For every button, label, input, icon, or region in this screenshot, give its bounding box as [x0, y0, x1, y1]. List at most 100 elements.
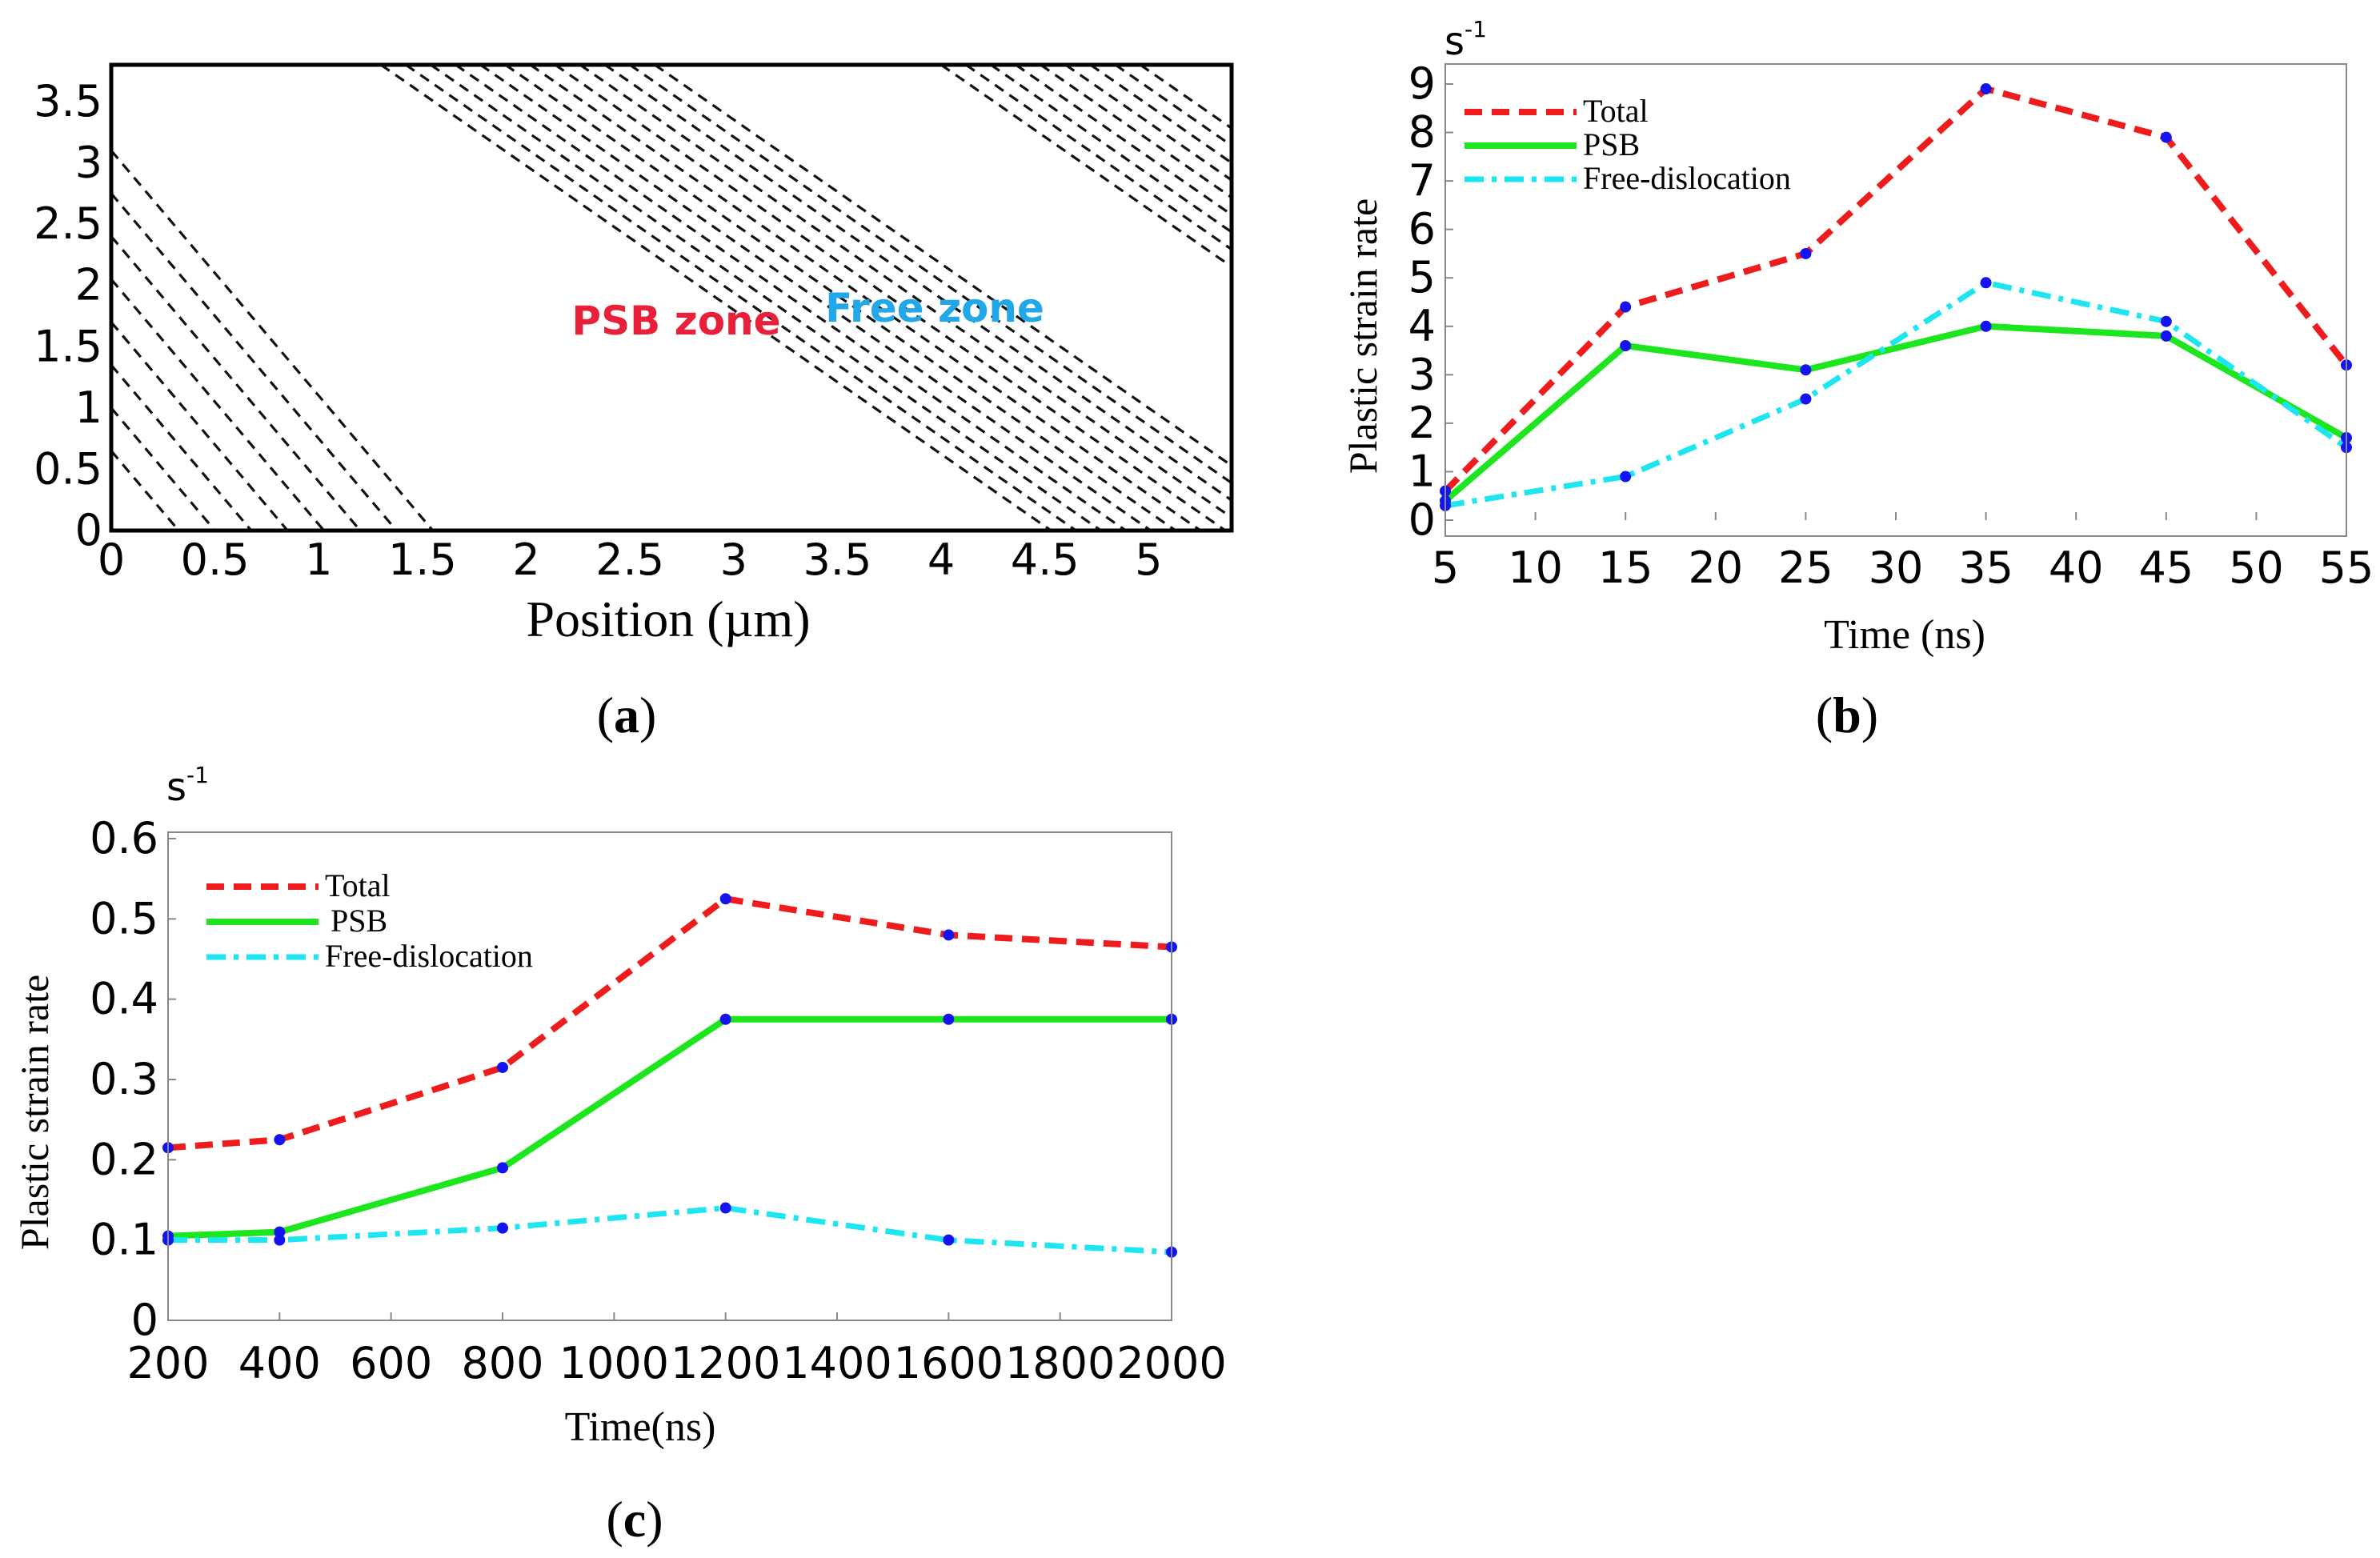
- data-point-free-dislocation: [943, 1234, 955, 1246]
- y-tick-label: 2: [1408, 398, 1436, 448]
- y-tick-label: 0: [1408, 495, 1436, 545]
- x-tick-label: 400: [238, 1338, 321, 1388]
- data-point-total: [1620, 301, 1632, 313]
- dislocation-line: [654, 65, 1232, 467]
- dislocation-line: [604, 65, 1232, 503]
- psb-zone-label: PSB zone: [571, 298, 780, 344]
- panel-a-y-ticks: 0 0.5 1 1.5 2 2.5 3 3.5: [34, 76, 102, 555]
- data-point-total: [1800, 247, 1812, 259]
- panel-c-y-ticks: 0 0.1 0.2 0.3 0.4 0.5 0.6: [90, 813, 158, 1345]
- dislocation-line: [111, 407, 216, 531]
- data-point-total: [497, 1061, 508, 1073]
- data-point-psb: [1980, 320, 1992, 332]
- dislocation-line: [380, 65, 1052, 531]
- x-tick-label: 4.5: [1011, 535, 1080, 585]
- y-tick-label: 3: [75, 138, 102, 188]
- y-tick-label: 8: [1408, 107, 1436, 158]
- y-tick-label: 0.5: [34, 443, 102, 494]
- data-point-psb: [719, 1013, 731, 1025]
- x-tick-label: 45: [2138, 543, 2194, 593]
- y-tick-label: 0.6: [90, 813, 158, 863]
- x-tick-label: 15: [1598, 543, 1653, 593]
- dislocation-line: [579, 65, 1232, 519]
- series-line-psb: [167, 1015, 1172, 1240]
- x-tick-label: 1: [305, 535, 332, 585]
- y-tick-label: 0.2: [90, 1134, 158, 1184]
- panel-c-chart: 200 400 600 800 1000 1200 1400 1600 1800 2000 0 0.…: [12, 762, 1227, 1548]
- panel-c-x-ticks: 200 400 600 800 1000 1200 1400 1600 1800 2000: [126, 1338, 1226, 1388]
- x-tick-label: 50: [2229, 543, 2284, 593]
- panel-b-frame: [1444, 63, 2347, 537]
- x-tick-label: 200: [126, 1338, 209, 1388]
- panel-b-series: [1440, 83, 2352, 511]
- x-tick-label: 600: [350, 1338, 432, 1388]
- panel-c-caption: (c): [606, 1491, 663, 1548]
- y-tick-label: 6: [1408, 204, 1436, 254]
- panel-a-x-axis-label: Position (µm): [526, 591, 810, 647]
- x-tick-label: 1400: [782, 1338, 891, 1388]
- panel-b-x-ticks: 5 10 15 20 25 30 35 40 45 50 55: [1432, 543, 2374, 593]
- data-point-total: [719, 893, 731, 905]
- y-tick-label: 9: [1408, 58, 1436, 109]
- x-tick-label: 0.5: [181, 535, 250, 585]
- x-tick-label: 0: [98, 535, 125, 585]
- panel-b-ticks-marks: [1444, 83, 2347, 521]
- panel-b-unit-label: s-1: [1444, 16, 1487, 64]
- y-tick-label: 0.4: [90, 974, 158, 1024]
- data-point-free-dislocation: [2160, 315, 2172, 327]
- x-tick-label: 30: [1869, 543, 1924, 593]
- x-tick-label: 1.5: [388, 535, 457, 585]
- legend-label-psb: PSB: [331, 903, 387, 939]
- y-tick-label: 1.5: [34, 321, 102, 371]
- x-tick-label: 5: [1432, 543, 1459, 593]
- dislocation-line: [405, 65, 1077, 531]
- y-tick-label: 0.1: [90, 1215, 158, 1265]
- x-tick-label: 3: [720, 535, 747, 585]
- series-line-total: [1443, 86, 2350, 494]
- legend-label-total: Total: [1583, 93, 1649, 129]
- data-point-free-dislocation: [1800, 393, 1812, 405]
- panel-b-y-axis-label: Plastic strain rate: [1340, 198, 1385, 474]
- y-tick-label: 0.5: [90, 893, 158, 943]
- data-point-psb: [1800, 364, 1812, 376]
- panel-c-unit-label: s-1: [166, 762, 209, 810]
- dislocation-line: [111, 150, 435, 531]
- panel-b-x-axis-label: Time (ns): [1824, 612, 1985, 658]
- panel-a-caption: (a): [597, 687, 657, 743]
- data-point-total: [1980, 83, 1992, 95]
- data-point-psb: [1620, 340, 1632, 351]
- x-tick-label: 35: [1958, 543, 2013, 593]
- y-tick-label: 3.5: [34, 76, 102, 126]
- dislocation-line: [990, 65, 1232, 234]
- data-point-total: [2160, 131, 2172, 143]
- series-line-free-dislocation: [1444, 279, 2349, 509]
- dislocation-line: [111, 450, 180, 531]
- panel-c-ticks-marks: [167, 838, 1172, 1321]
- x-tick-label: 4: [928, 535, 955, 585]
- dislocation-line: [554, 65, 1227, 531]
- data-point-total: [943, 929, 955, 941]
- x-tick-label: 1200: [671, 1338, 780, 1388]
- panel-a-x-ticks: 0 0.5 1 1.5 2 2.5 3 3.5 4 4.5 5: [98, 535, 1163, 585]
- panel-c-x-axis-label: Time(ns): [565, 1404, 716, 1450]
- panel-c-series: [162, 893, 1177, 1258]
- dislocation-line: [529, 65, 1202, 531]
- dislocation-line: [111, 278, 325, 531]
- x-tick-label: 1000: [559, 1338, 669, 1388]
- dislocation-line: [111, 235, 362, 531]
- dislocation-line: [965, 65, 1232, 251]
- y-tick-label: 2.5: [34, 198, 102, 249]
- panel-b-caption: (b): [1816, 687, 1878, 743]
- legend-label-psb: PSB: [1583, 126, 1640, 162]
- legend-label-free-dislocation: Free-dislocation: [325, 938, 533, 974]
- y-tick-label: 4: [1408, 301, 1436, 351]
- panel-c-y-axis-label: Plastic strain rate: [12, 975, 57, 1250]
- x-tick-label: 800: [461, 1338, 543, 1388]
- data-point-free-dislocation: [1980, 277, 1992, 289]
- data-point-psb: [2160, 330, 2172, 342]
- x-tick-label: 55: [2319, 543, 2374, 593]
- dislocation-line: [111, 321, 289, 531]
